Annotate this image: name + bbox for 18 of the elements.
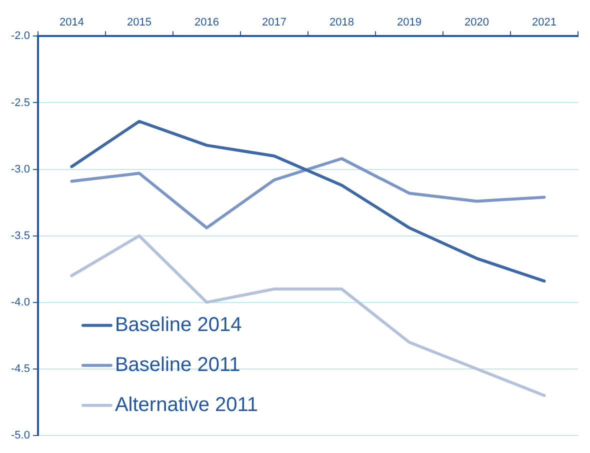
x-tick-label: 2014 xyxy=(59,16,84,29)
x-tick-label: 2019 xyxy=(396,16,422,29)
y-tick-label: -5.0 xyxy=(10,429,30,442)
y-tick-label: -4.5 xyxy=(10,362,30,375)
y-tick-label: -2.0 xyxy=(10,30,30,42)
y-tick-label: -3.5 xyxy=(10,230,30,242)
x-tick-label: 2020 xyxy=(464,16,489,29)
x-tick-label: 2015 xyxy=(126,16,152,29)
y-tick-label: -2.5 xyxy=(10,96,30,109)
x-tick-label: 2016 xyxy=(194,16,219,29)
x-tick-label: 2018 xyxy=(329,16,354,29)
y-tick-label: -4.0 xyxy=(10,296,30,308)
legend-label: Alternative 2011 xyxy=(114,394,258,416)
x-tick-label: 2017 xyxy=(262,16,286,29)
legend-label: Baseline 2014 xyxy=(114,314,242,336)
y-tick-label: -3.0 xyxy=(10,163,30,176)
legend-label: Baseline 2011 xyxy=(114,354,240,376)
x-tick-label: 2021 xyxy=(532,16,556,29)
